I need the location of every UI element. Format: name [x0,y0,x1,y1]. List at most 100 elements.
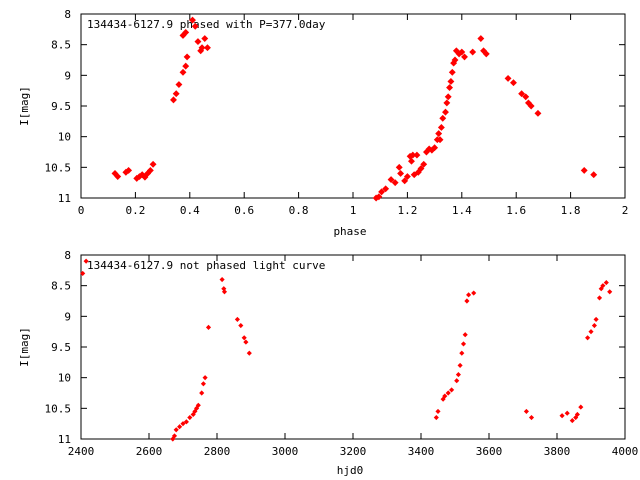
data-point [204,44,211,52]
data-point [195,402,201,408]
x-tick-label: 1.8 [561,204,581,217]
data-point [598,286,604,292]
data-point [179,68,187,76]
data-point [466,292,472,298]
data-point [172,90,180,98]
x-tick-label: 3800 [544,445,571,458]
data-point [170,96,177,104]
x-axis-label: phase [333,225,366,238]
data-point [442,393,448,399]
data-point [410,171,418,179]
data-point [528,414,535,421]
data-point [442,108,449,116]
x-axis-ticks: 2400 2600 2800 3000 3200 3400 3600 3800 4000 [68,255,638,458]
y-tick-label: 11 [58,192,71,205]
x-tick-label: 2600 [136,445,163,458]
data-point [447,78,455,85]
data-point [455,372,461,378]
plot-area-frame [80,254,626,440]
x-tick-label: 0.4 [180,204,200,217]
x-tick-label: 0.6 [234,204,254,217]
x-tick-label: 3000 [272,445,299,458]
y-tick-label: 10 [58,131,71,144]
data-point [559,413,565,419]
data-point [590,171,598,179]
data-point [451,56,459,64]
data-point [114,173,122,180]
data-point [149,160,157,168]
data-point [175,81,183,88]
y-tick-label: 9 [64,310,71,323]
data-point [141,173,149,181]
data-points [80,258,613,442]
chart-title: 134434-6127.9 phased with P=377.0day [87,18,326,31]
data-point [183,53,191,61]
data-point [395,163,403,171]
data-point [436,136,444,144]
x-axis-ticks: 0 0.2 0.4 0.6 0.8 1 1.2 1.4 1.6 1.8 2 [78,14,629,217]
x-tick-label: 0.2 [125,204,145,217]
data-point [460,341,467,347]
data-point [444,93,452,101]
data-point [125,166,133,174]
data-point [375,193,383,201]
data-point [435,408,441,414]
data-point [448,68,456,76]
data-point [408,157,415,165]
unphased-light-curve-chart: 134434-6127.9 not phased light curve hjd… [18,249,638,477]
x-tick-label: 0.8 [289,204,309,217]
y-tick-label: 9.5 [51,341,71,354]
data-point [187,414,193,421]
data-point [238,322,244,329]
x-tick-label: 2 [622,204,629,217]
data-point [600,283,606,289]
data-point [182,62,190,70]
data-point [504,74,512,82]
data-point [420,160,428,168]
data-point [449,387,455,393]
y-axis-ticks: 8 8.5 9 9.5 10 10.5 11 [45,249,625,446]
x-tick-label: 1.6 [506,204,526,217]
data-point [171,433,178,439]
y-tick-label: 9 [64,69,71,82]
y-tick-label: 8.5 [51,39,71,52]
data-point [437,124,445,131]
data-point [443,99,451,107]
data-point [221,289,228,295]
data-point [534,109,542,117]
data-point [201,35,209,42]
data-point [527,102,535,110]
data-point [607,289,613,295]
data-point [461,53,468,61]
data-point [603,280,609,286]
data-point [446,84,454,92]
x-tick-label: 3200 [340,445,367,458]
data-point [170,436,176,442]
data-point [200,381,206,387]
data-point [80,270,86,276]
data-point [182,28,190,36]
data-point [458,48,466,56]
y-tick-label: 9.5 [51,100,71,113]
data-point [417,165,425,173]
data-point [591,322,597,329]
data-point [431,144,439,152]
data-point [189,16,196,24]
data-point [471,290,477,296]
data-point [569,418,575,424]
data-point [469,48,477,56]
x-tick-label: 3400 [408,445,435,458]
y-axis-label: I[mag] [18,327,31,367]
data-point [192,408,198,414]
data-point [523,408,529,414]
y-axis-label: I[mag] [18,86,31,126]
data-point [413,151,421,159]
data-point [445,390,451,396]
data-point [190,411,196,418]
x-axis-label: hjd0 [337,464,364,477]
data-point [464,298,470,304]
y-tick-label: 10.5 [45,161,72,174]
data-point [414,168,422,176]
data-point [234,316,240,322]
